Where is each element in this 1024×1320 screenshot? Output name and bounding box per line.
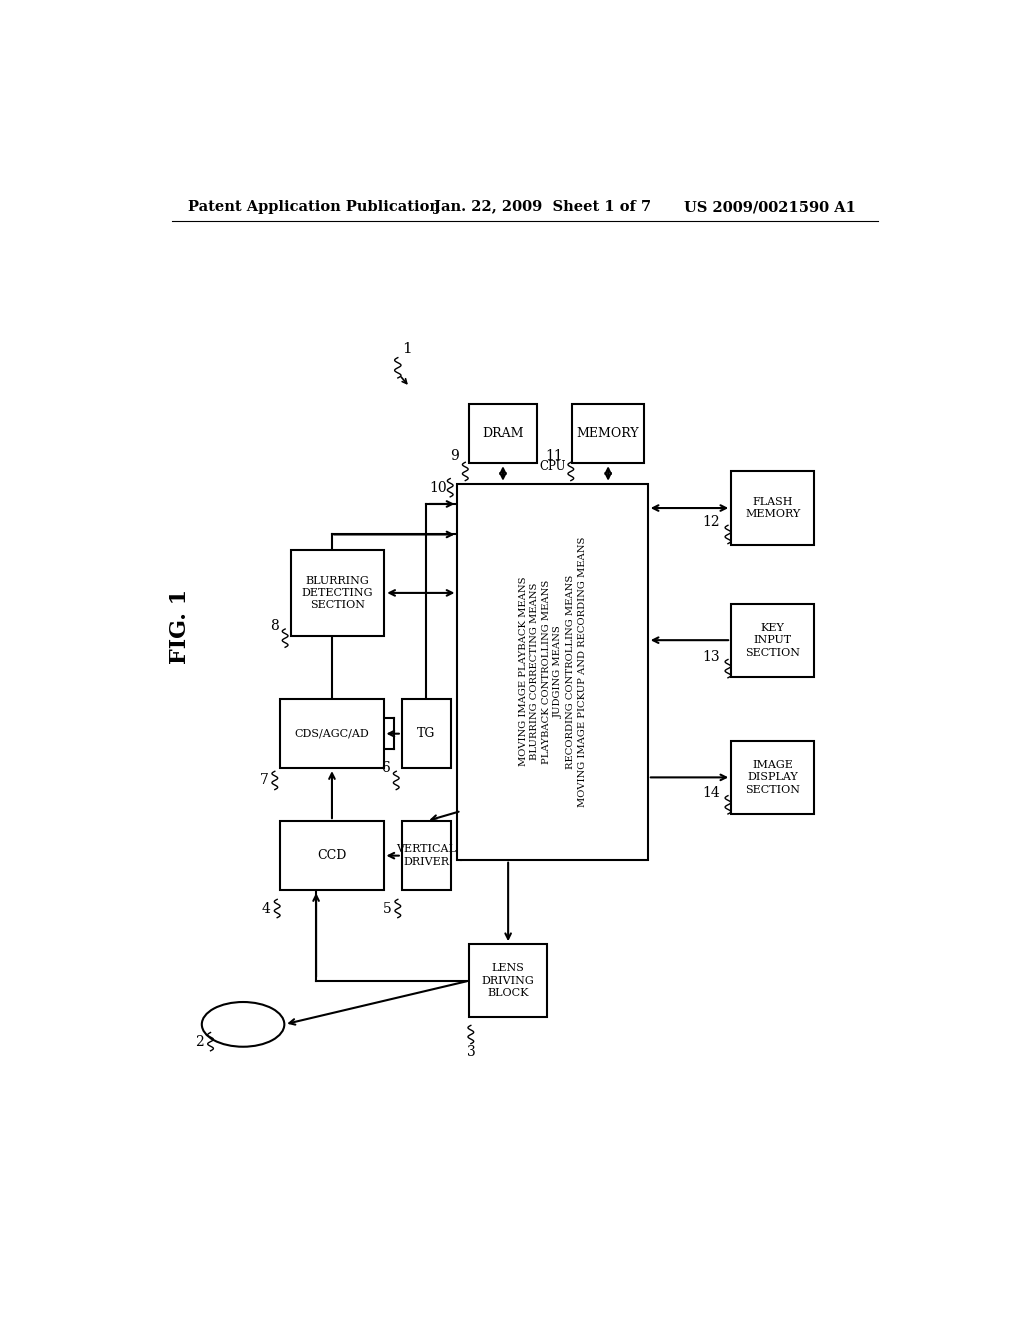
Text: BLURRING
DETECTING
SECTION: BLURRING DETECTING SECTION xyxy=(302,576,374,610)
Bar xyxy=(458,483,648,859)
Text: TG: TG xyxy=(417,727,435,741)
Text: 5: 5 xyxy=(383,902,391,916)
Text: CDS/AGC/AD: CDS/AGC/AD xyxy=(295,729,370,739)
Text: MOVING IMAGE PLAYBACK MEANS
BLURRING CORRECTING MEANS
PLAYBACK CONTROLLING MEANS: MOVING IMAGE PLAYBACK MEANS BLURRING COR… xyxy=(518,536,587,807)
Bar xyxy=(401,700,451,768)
Bar xyxy=(291,549,384,636)
Text: Jan. 22, 2009  Sheet 1 of 7: Jan. 22, 2009 Sheet 1 of 7 xyxy=(433,201,650,214)
Text: FIG. 1: FIG. 1 xyxy=(169,589,190,664)
Text: 6: 6 xyxy=(381,762,390,775)
Text: 3: 3 xyxy=(467,1044,475,1059)
Bar xyxy=(401,821,451,890)
Text: MEMORY: MEMORY xyxy=(577,428,639,441)
Bar xyxy=(572,404,644,463)
Text: US 2009/0021590 A1: US 2009/0021590 A1 xyxy=(684,201,855,214)
Ellipse shape xyxy=(202,1002,285,1047)
Text: LENS
DRIVING
BLOCK: LENS DRIVING BLOCK xyxy=(481,964,535,998)
Text: 2: 2 xyxy=(196,1035,204,1048)
Text: FLASH
MEMORY: FLASH MEMORY xyxy=(745,496,801,519)
Text: 14: 14 xyxy=(702,785,720,800)
Text: IMAGE
DISPLAY
SECTION: IMAGE DISPLAY SECTION xyxy=(745,760,801,795)
Bar xyxy=(281,700,384,768)
Bar xyxy=(731,471,814,545)
Bar xyxy=(469,944,547,1018)
Bar xyxy=(731,741,814,814)
Text: VERTICAL
DRIVER: VERTICAL DRIVER xyxy=(396,845,457,867)
Text: KEY
INPUT
SECTION: KEY INPUT SECTION xyxy=(745,623,801,657)
Text: 11: 11 xyxy=(545,449,563,463)
Text: DRAM: DRAM xyxy=(482,428,523,441)
Text: 1: 1 xyxy=(401,342,412,355)
Bar xyxy=(469,404,537,463)
Text: CCD: CCD xyxy=(317,849,347,862)
Text: 13: 13 xyxy=(702,649,720,664)
Text: 4: 4 xyxy=(262,902,270,916)
Text: 7: 7 xyxy=(260,774,268,788)
Text: 8: 8 xyxy=(270,619,279,634)
Text: 9: 9 xyxy=(451,449,459,463)
Text: Patent Application Publication: Patent Application Publication xyxy=(187,201,439,214)
Text: 10: 10 xyxy=(429,480,447,495)
Bar xyxy=(281,821,384,890)
Text: CPU: CPU xyxy=(540,461,566,474)
Bar xyxy=(731,603,814,677)
Text: 12: 12 xyxy=(702,515,720,529)
